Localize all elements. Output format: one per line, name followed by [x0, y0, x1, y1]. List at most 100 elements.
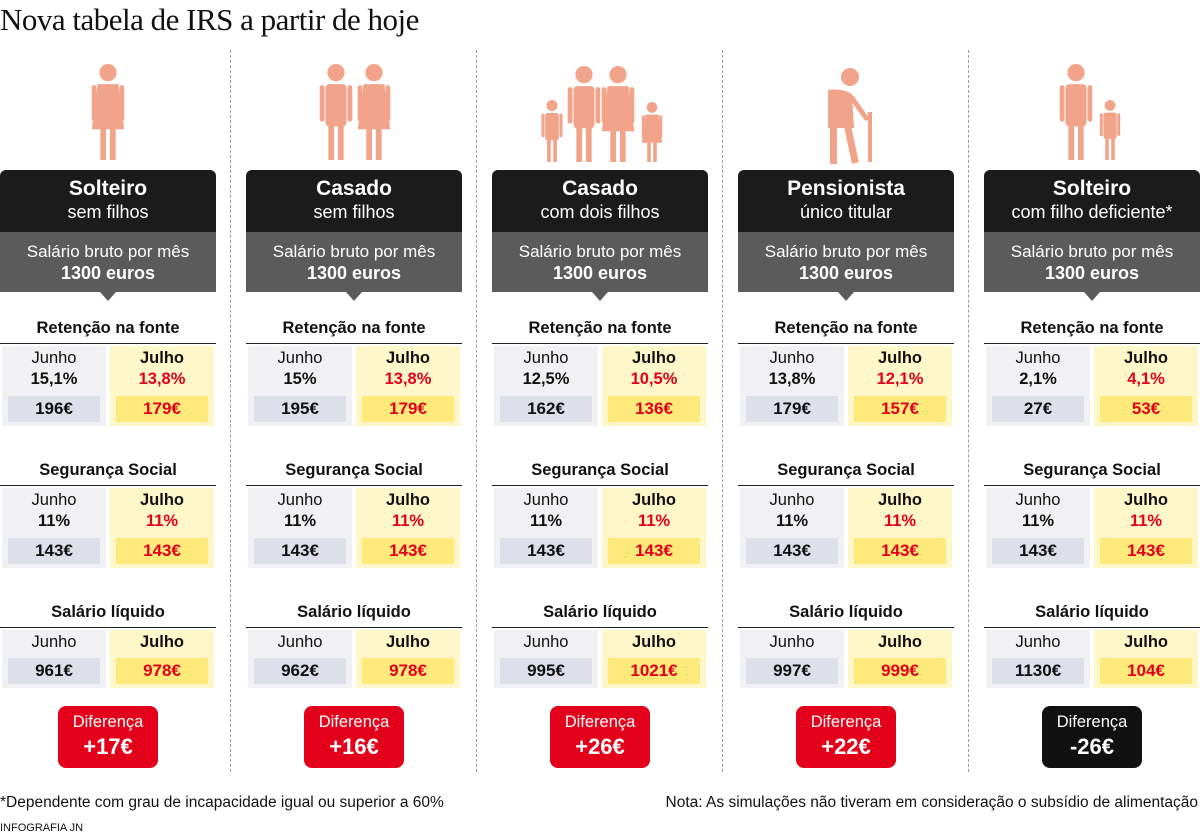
difference-label: Diferença [564, 713, 636, 731]
june-label: Junho [31, 633, 77, 651]
july-value: 999€ [854, 658, 946, 684]
june-value: 195€ [254, 396, 346, 422]
june-label: Junho [31, 349, 77, 367]
july-percent: 13,8% [138, 370, 186, 388]
difference-badge: Diferença -26€ [1042, 706, 1142, 768]
july-percent: 11% [883, 512, 917, 530]
section-heading-retention: Retenção na fonte [774, 319, 918, 337]
june-label: Junho [769, 349, 815, 367]
july-label: Julho [386, 633, 430, 651]
june-label: Junho [277, 349, 323, 367]
june-value: 162€ [500, 396, 592, 422]
difference-value: +26€ [575, 734, 625, 759]
section-rule [246, 627, 462, 628]
section-rule [492, 485, 708, 486]
difference-badge: Diferença +26€ [550, 706, 650, 768]
section-heading-social: Segurança Social [1023, 461, 1161, 479]
profile-title: Casado [316, 177, 392, 200]
july-value: 143€ [608, 538, 700, 564]
difference-label: Diferença [1056, 713, 1128, 731]
section-heading-net: Salário líquido [789, 603, 903, 621]
single-woman-icon [0, 60, 216, 164]
section-rule [984, 627, 1200, 628]
july-label: Julho [632, 491, 676, 509]
june-cell: Junho 995€ [494, 630, 598, 688]
june-value: 995€ [500, 658, 592, 684]
column-divider [968, 50, 969, 772]
gross-salary-label: Salário bruto por mês [1010, 242, 1174, 261]
section-rule [246, 343, 462, 344]
june-cell: Junho 15% 195€ [248, 346, 352, 426]
july-value: 143€ [854, 538, 946, 564]
gross-salary-amount: 1300 euros [552, 263, 648, 283]
section-heading-net: Salário líquido [51, 603, 165, 621]
column-divider [722, 50, 723, 772]
july-cell: Julho 11% 143€ [848, 488, 952, 568]
pointer-arrow [838, 292, 854, 301]
july-percent: 4,1% [1127, 370, 1165, 388]
june-percent: 11% [283, 512, 317, 530]
june-value: 143€ [254, 538, 346, 564]
july-cell: Julho 104€ [1094, 630, 1198, 688]
june-cell: Junho 11% 143€ [986, 488, 1090, 568]
profile-column: Casado com dois filhos Salário bruto por… [492, 0, 708, 780]
profile-title: Pensionista [787, 177, 905, 200]
june-percent: 15,1% [30, 370, 78, 388]
june-percent: 11% [529, 512, 563, 530]
june-percent: 15% [283, 370, 317, 388]
july-label: Julho [140, 349, 184, 367]
july-label: Julho [386, 349, 430, 367]
june-percent: 2,1% [1019, 370, 1057, 388]
family-two-children-icon [492, 60, 708, 164]
section-rule [492, 343, 708, 344]
july-cell: Julho 4,1% 53€ [1094, 346, 1198, 426]
section-rule [0, 485, 216, 486]
gross-salary-amount: 1300 euros [60, 263, 156, 283]
july-percent: 13,8% [384, 370, 432, 388]
july-cell: Julho 13,8% 179€ [356, 346, 460, 426]
difference-label: Diferença [318, 713, 390, 731]
profile-subtitle: único titular [799, 202, 893, 222]
section-rule [738, 485, 954, 486]
june-value: 962€ [254, 658, 346, 684]
section-rule [984, 485, 1200, 486]
difference-label: Diferença [72, 713, 144, 731]
july-value: 179€ [116, 396, 208, 422]
section-heading-social: Segurança Social [777, 461, 915, 479]
profile-header: Solteiro com filho deficiente* [984, 170, 1200, 232]
june-value: 143€ [992, 538, 1084, 564]
section-heading-net: Salário líquido [297, 603, 411, 621]
july-cell: Julho 11% 143€ [602, 488, 706, 568]
june-label: Junho [1015, 349, 1061, 367]
june-label: Junho [1015, 633, 1061, 651]
june-cell: Junho 12,5% 162€ [494, 346, 598, 426]
gross-salary-label: Salário bruto por mês [518, 242, 682, 261]
july-label: Julho [1124, 633, 1168, 651]
july-label: Julho [1124, 349, 1168, 367]
note: Nota: As simulações não tiveram em consi… [665, 794, 1198, 811]
profile-header: Casado sem filhos [246, 170, 462, 232]
profile-column: Pensionista único titular Salário bruto … [738, 0, 954, 780]
section-heading-retention: Retenção na fonte [282, 319, 426, 337]
july-cell: Julho 1021€ [602, 630, 706, 688]
july-percent: 10,5% [630, 370, 678, 388]
june-label: Junho [31, 491, 77, 509]
june-cell: Junho 11% 143€ [2, 488, 106, 568]
june-cell: Junho 2,1% 27€ [986, 346, 1090, 426]
july-percent: 11% [145, 512, 179, 530]
july-label: Julho [878, 349, 922, 367]
section-rule [738, 343, 954, 344]
profile-subtitle: sem filhos [313, 202, 395, 222]
july-value: 157€ [854, 396, 946, 422]
difference-value: +22€ [821, 734, 871, 759]
june-percent: 11% [37, 512, 71, 530]
gross-salary-label: Salário bruto por mês [764, 242, 928, 261]
credit: INFOGRAFIA JN [0, 822, 84, 834]
section-rule [984, 343, 1200, 344]
section-rule [492, 627, 708, 628]
difference-badge: Diferença +17€ [58, 706, 158, 768]
gross-salary-amount: 1300 euros [1044, 263, 1140, 283]
july-label: Julho [386, 491, 430, 509]
section-rule [246, 485, 462, 486]
june-label: Junho [277, 491, 323, 509]
